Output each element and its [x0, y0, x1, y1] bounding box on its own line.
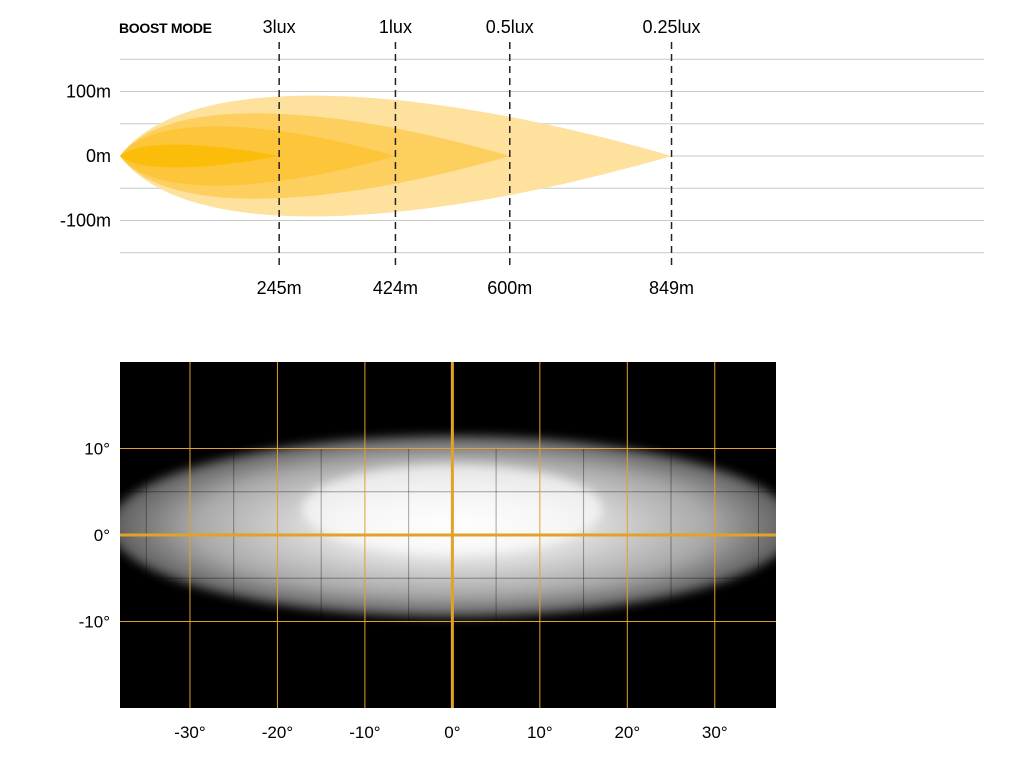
- spread-y-ticks: 10° 0° -10°: [79, 440, 110, 632]
- spread-y-tick: -10°: [79, 613, 110, 632]
- distance-label: 849m: [649, 278, 694, 298]
- lux-label: 0.5lux: [486, 17, 534, 37]
- degree-gridlines: [120, 362, 776, 708]
- beam-shapes: [120, 95, 672, 217]
- spread-x-ticks: -30° -20° -10° 0° 10° 20° 30°: [174, 723, 727, 742]
- beam-glow-outer: [120, 435, 776, 618]
- lux-label: 3lux: [263, 17, 296, 37]
- distance-label: 245m: [257, 278, 302, 298]
- beam-shape: [120, 144, 280, 168]
- fine-gridlines: [120, 448, 776, 622]
- spread-x-tick: -30°: [174, 723, 205, 742]
- lux-label: 0.25lux: [643, 17, 701, 37]
- spread-background: [120, 362, 776, 708]
- beam-y-tick: 0m: [86, 146, 111, 166]
- distance-label: 600m: [487, 278, 532, 298]
- distance-label: 424m: [373, 278, 418, 298]
- spread-x-tick: 10°: [527, 723, 553, 742]
- beam-glow-core: [302, 464, 603, 555]
- beam-y-ticks: 100m 0m -100m: [60, 82, 111, 231]
- lux-label: 1lux: [379, 17, 412, 37]
- beam-distance-chart: 3lux 245m 1lux 424m 0.5lux 600m 0.25lux 849m 10…: [60, 17, 984, 298]
- spread-x-tick: 0°: [444, 723, 460, 742]
- beam-y-tick: 100m: [66, 82, 111, 102]
- spread-x-tick: -20°: [262, 723, 293, 742]
- distance-markers: 3lux 245m 1lux 424m 0.5lux 600m 0.25lux 849m: [257, 17, 701, 298]
- spread-x-tick: 20°: [614, 723, 640, 742]
- spread-x-tick: 30°: [702, 723, 728, 742]
- beam-y-tick: -100m: [60, 211, 111, 231]
- spread-x-tick: -10°: [349, 723, 380, 742]
- spread-y-tick: 10°: [84, 440, 110, 459]
- mode-label: BOOST MODE: [119, 20, 212, 36]
- spread-y-tick: 0°: [94, 526, 110, 545]
